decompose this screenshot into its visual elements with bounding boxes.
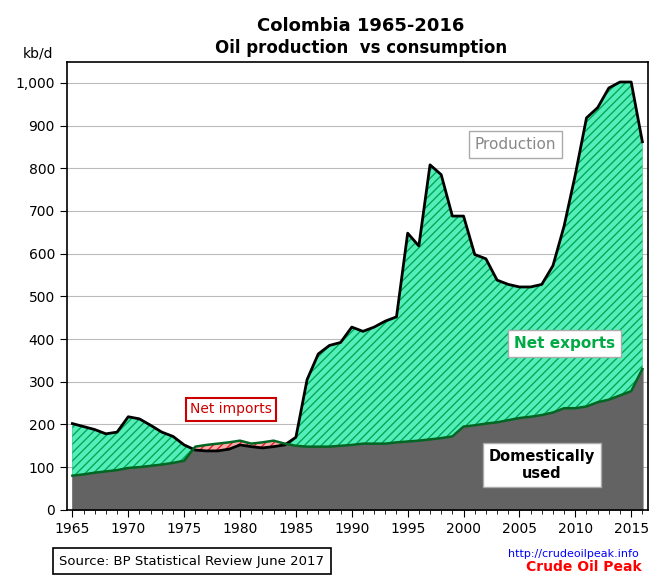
Text: Source: BP Statistical Review June 2017: Source: BP Statistical Review June 2017 (59, 555, 324, 568)
Text: Domestically
used: Domestically used (489, 449, 595, 481)
Text: Net imports: Net imports (190, 403, 272, 417)
Text: Net exports: Net exports (514, 336, 615, 351)
Text: Oil production  vs consumption: Oil production vs consumption (214, 39, 507, 57)
Text: Colombia 1965-2016: Colombia 1965-2016 (257, 18, 464, 35)
Text: kb/d: kb/d (23, 47, 53, 60)
Text: Crude Oil Peak: Crude Oil Peak (526, 560, 641, 574)
Text: http://crudeoilpeak.info: http://crudeoilpeak.info (508, 548, 639, 559)
Text: Production: Production (475, 137, 556, 152)
